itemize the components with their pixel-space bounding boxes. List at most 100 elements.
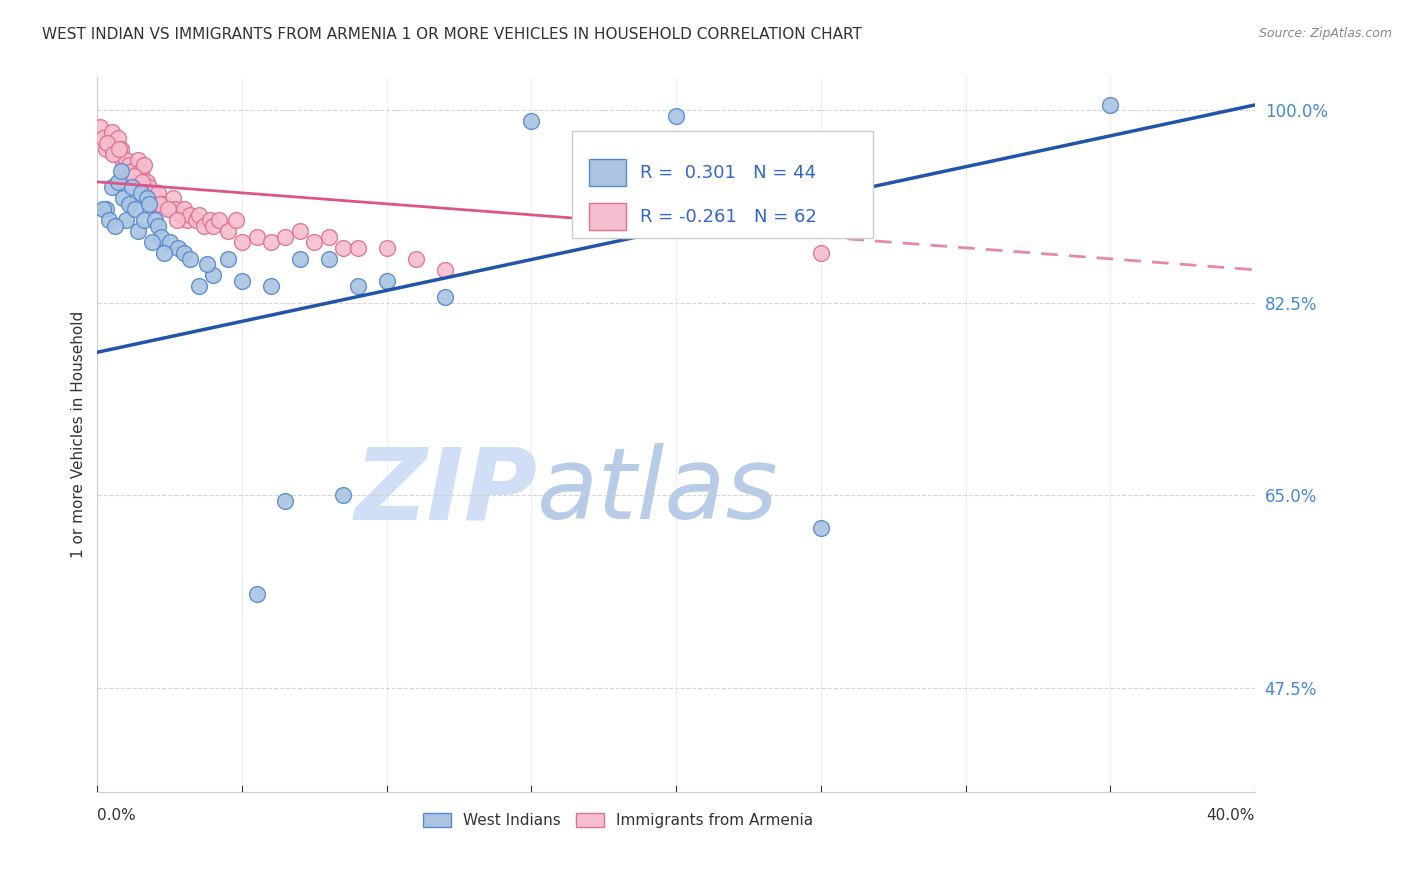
Point bbox=[159, 202, 181, 217]
Point bbox=[97, 213, 120, 227]
Text: Source: ZipAtlas.com: Source: ZipAtlas.com bbox=[1258, 27, 1392, 40]
Point bbox=[94, 202, 117, 217]
Point bbox=[187, 208, 209, 222]
Point bbox=[112, 191, 135, 205]
Text: 0.0%: 0.0% bbox=[97, 808, 136, 823]
Point bbox=[129, 186, 152, 200]
Point bbox=[810, 246, 832, 260]
Point bbox=[332, 241, 354, 255]
Point bbox=[153, 246, 176, 260]
Point bbox=[184, 213, 207, 227]
Point bbox=[405, 252, 427, 266]
Point bbox=[139, 197, 162, 211]
Point bbox=[245, 230, 267, 244]
Point bbox=[231, 274, 253, 288]
Point bbox=[187, 279, 209, 293]
Point bbox=[288, 252, 311, 266]
Point bbox=[138, 180, 160, 194]
Point bbox=[143, 191, 166, 205]
Point bbox=[318, 252, 340, 266]
Point bbox=[260, 279, 283, 293]
Point bbox=[110, 164, 132, 178]
Point bbox=[91, 202, 114, 217]
Point bbox=[433, 262, 456, 277]
Text: WEST INDIAN VS IMMIGRANTS FROM ARMENIA 1 OR MORE VEHICLES IN HOUSEHOLD CORRELATI: WEST INDIAN VS IMMIGRANTS FROM ARMENIA 1… bbox=[42, 27, 862, 42]
Point bbox=[162, 191, 184, 205]
Point bbox=[167, 241, 190, 255]
Point bbox=[141, 235, 163, 250]
Point bbox=[118, 158, 141, 172]
Point bbox=[124, 202, 146, 217]
Point bbox=[101, 180, 124, 194]
Point bbox=[132, 158, 155, 172]
Point bbox=[94, 142, 117, 156]
Point bbox=[159, 235, 181, 250]
Point bbox=[231, 235, 253, 250]
Point bbox=[346, 279, 368, 293]
Point bbox=[346, 241, 368, 255]
Point bbox=[101, 125, 124, 139]
Point bbox=[121, 164, 143, 178]
Point bbox=[288, 224, 311, 238]
Point bbox=[208, 213, 231, 227]
Point bbox=[165, 202, 187, 217]
Point bbox=[121, 180, 143, 194]
Point bbox=[173, 202, 195, 217]
Point bbox=[103, 147, 125, 161]
Point bbox=[112, 158, 135, 172]
Point bbox=[225, 213, 247, 227]
Point bbox=[173, 246, 195, 260]
Point bbox=[1099, 98, 1122, 112]
Point bbox=[108, 142, 131, 156]
Point bbox=[107, 131, 129, 145]
Point bbox=[245, 587, 267, 601]
Point bbox=[195, 257, 218, 271]
Point bbox=[433, 290, 456, 304]
Point bbox=[124, 169, 146, 184]
Point bbox=[200, 213, 222, 227]
Point bbox=[146, 219, 169, 233]
Point bbox=[115, 153, 138, 167]
Point bbox=[318, 230, 340, 244]
Point bbox=[96, 136, 118, 151]
Point bbox=[141, 186, 163, 200]
Point bbox=[153, 197, 176, 211]
Text: R = -0.261   N = 62: R = -0.261 N = 62 bbox=[640, 208, 817, 226]
Point bbox=[129, 164, 152, 178]
FancyBboxPatch shape bbox=[589, 159, 627, 186]
Point bbox=[166, 213, 188, 227]
Point bbox=[89, 120, 111, 134]
Point bbox=[260, 235, 283, 250]
Point bbox=[217, 224, 239, 238]
Point bbox=[135, 191, 157, 205]
Point bbox=[375, 274, 398, 288]
Point bbox=[110, 142, 132, 156]
Point bbox=[202, 268, 225, 283]
Point bbox=[118, 197, 141, 211]
Point bbox=[170, 208, 193, 222]
Text: 40.0%: 40.0% bbox=[1206, 808, 1256, 823]
Point bbox=[176, 213, 198, 227]
Point bbox=[143, 213, 166, 227]
Y-axis label: 1 or more Vehicles in Household: 1 or more Vehicles in Household bbox=[72, 311, 86, 558]
Point bbox=[274, 230, 297, 244]
Text: ZIP: ZIP bbox=[354, 443, 537, 541]
Point bbox=[665, 109, 688, 123]
Point bbox=[107, 175, 129, 189]
FancyBboxPatch shape bbox=[572, 131, 873, 238]
Point bbox=[179, 208, 201, 222]
Point bbox=[104, 219, 127, 233]
Point bbox=[138, 197, 160, 211]
Point bbox=[332, 488, 354, 502]
Point bbox=[202, 219, 225, 233]
Point bbox=[274, 493, 297, 508]
Point bbox=[304, 235, 326, 250]
Point bbox=[520, 114, 543, 128]
Point bbox=[146, 186, 169, 200]
Legend: West Indians, Immigrants from Armenia: West Indians, Immigrants from Armenia bbox=[418, 807, 820, 834]
Point bbox=[157, 202, 180, 217]
Point bbox=[148, 197, 170, 211]
Point bbox=[97, 136, 120, 151]
Point bbox=[115, 213, 138, 227]
Point bbox=[150, 197, 173, 211]
